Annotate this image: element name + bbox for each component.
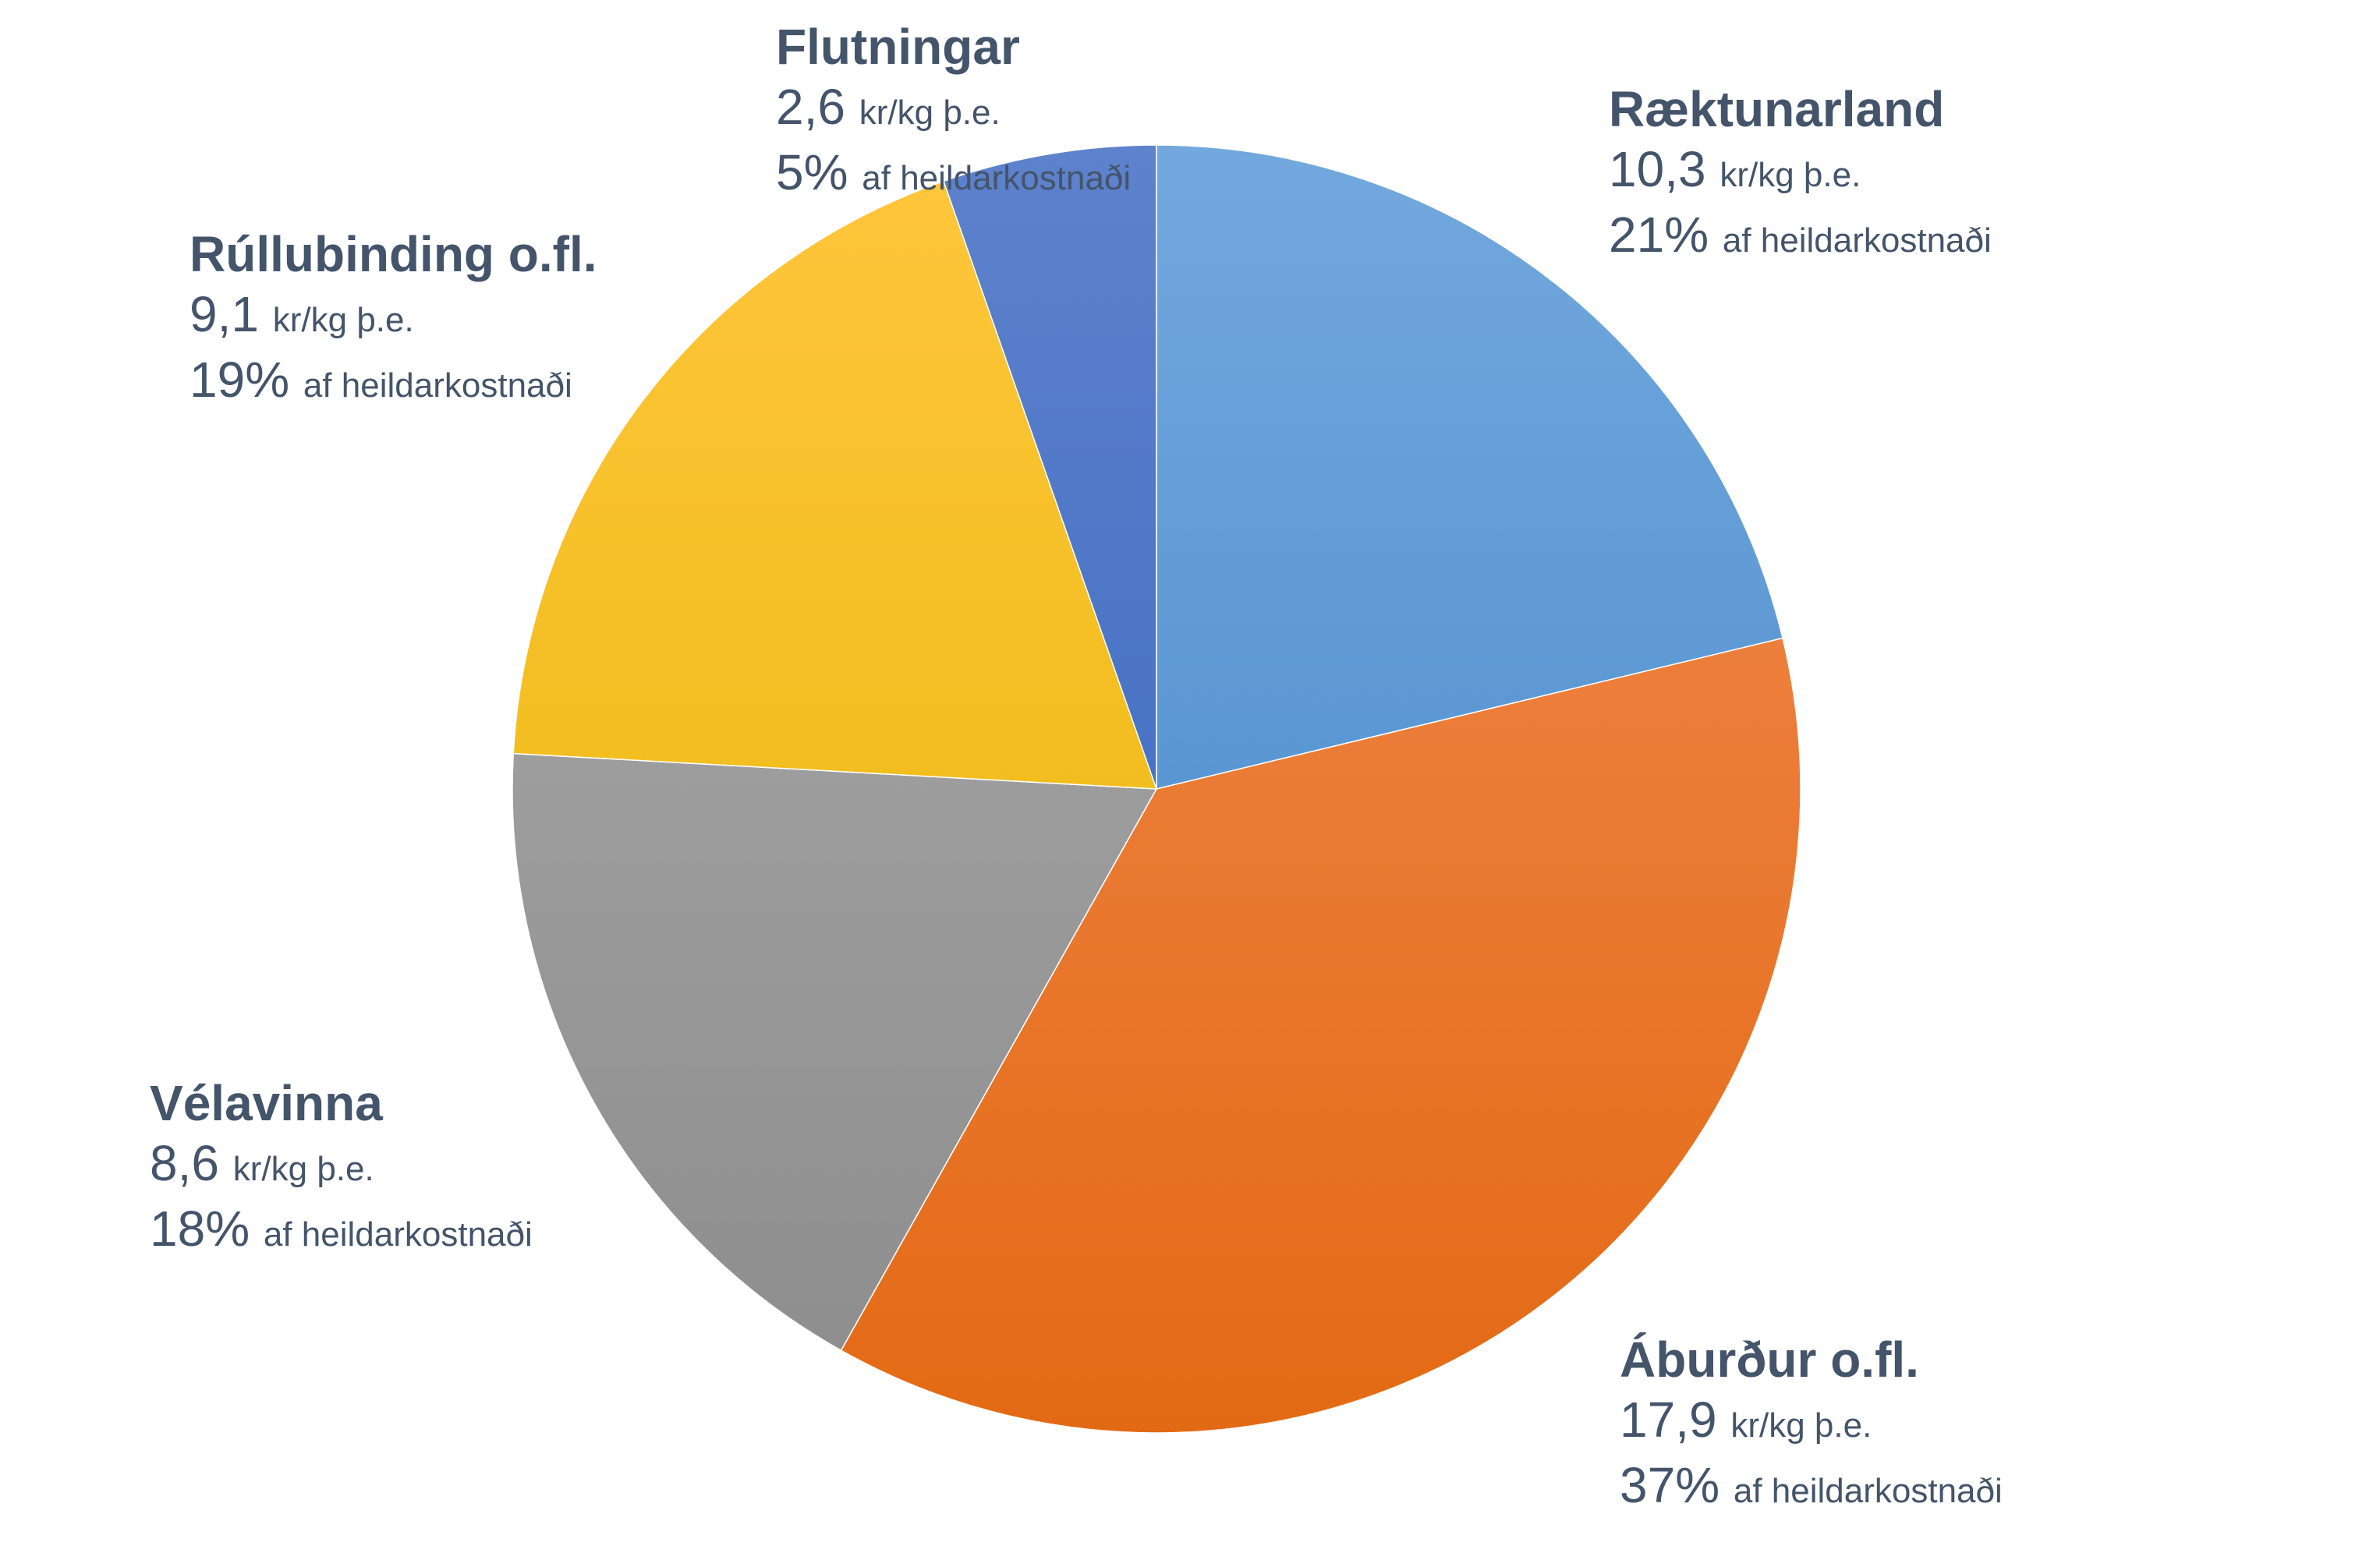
unit-label: kr/kg þ.e. — [232, 1150, 374, 1188]
slice-value: 9,1 — [189, 286, 259, 342]
slice-value: 8,6 — [150, 1135, 219, 1191]
share-label: af heildarkostnaði — [263, 1215, 533, 1254]
label-rullubinding: Rúllubinding o.fl. 9,1 kr/kg þ.e. 19% af… — [189, 225, 597, 416]
share-label: af heildarkostnaði — [1733, 1472, 2003, 1510]
label-flutningar: Flutningar 2,6 kr/kg þ.e. 5% af heildark… — [776, 17, 1131, 208]
slice-percent: 5% — [776, 144, 848, 200]
slice-name: Flutningar — [776, 19, 1020, 75]
pie-slice-ræktunarland — [1156, 144, 1783, 790]
unit-label: kr/kg þ.e. — [1730, 1406, 1872, 1445]
slice-percent: 37% — [1620, 1457, 1720, 1513]
slice-value: 2,6 — [776, 79, 845, 135]
unit-label: kr/kg þ.e. — [272, 301, 414, 339]
share-label: af heildarkostnaði — [862, 159, 1132, 197]
pie-slice-vélavinna — [512, 752, 1158, 1352]
pie-slice-rúllubinding-o-fl- — [512, 180, 1158, 790]
unit-label: kr/kg þ.e. — [859, 94, 1001, 132]
slice-value: 17,9 — [1620, 1392, 1717, 1448]
slice-name: Ræktunarland — [1609, 81, 1945, 137]
label-raektunarland: Ræktunarland 10,3 kr/kg þ.e. 21% af heil… — [1609, 80, 1992, 271]
slice-percent: 21% — [1609, 207, 1709, 263]
slice-value: 10,3 — [1609, 141, 1706, 197]
label-aburdur: Áburður o.fl. 17,9 kr/kg þ.e. 37% af hei… — [1620, 1330, 2003, 1521]
slice-name: Rúllubinding o.fl. — [189, 226, 597, 282]
slice-percent: 18% — [150, 1201, 250, 1257]
slice-name: Vélavinna — [150, 1075, 383, 1131]
unit-label: kr/kg þ.e. — [1719, 156, 1861, 194]
pie-slice-flutningar — [943, 144, 1157, 790]
share-label: af heildarkostnaði — [303, 366, 572, 405]
label-velavinna: Vélavinna 8,6 kr/kg þ.e. 18% af heildark… — [150, 1074, 533, 1265]
share-label: af heildarkostnaði — [1722, 221, 1992, 260]
slice-name: Áburður o.fl. — [1620, 1332, 1919, 1388]
slice-percent: 19% — [189, 352, 290, 408]
pie-slice-áburður-o-fl- — [840, 637, 1801, 1434]
